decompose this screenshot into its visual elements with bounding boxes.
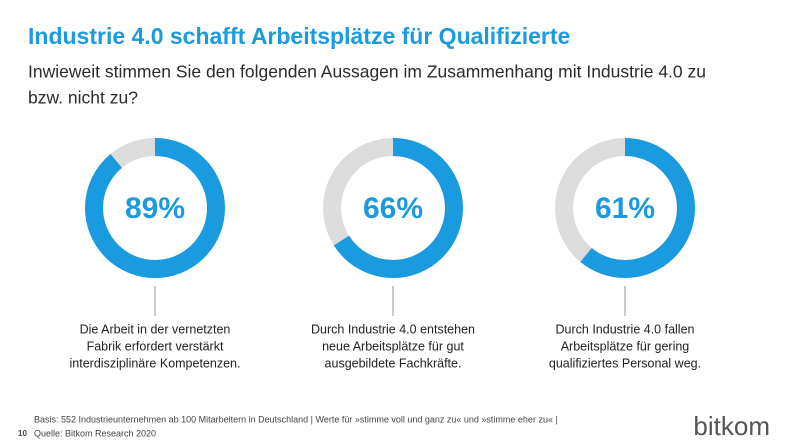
caption: Die Arbeit in der vernetzten	[80, 322, 231, 336]
caption: ausgebildete Fachkräfte.	[325, 356, 462, 370]
subtitle: Inwieweit stimmen Sie den folgenden Auss…	[28, 62, 706, 82]
subtitle: bzw. nicht zu?	[28, 88, 138, 108]
caption: interdisziplinäre Kompetenzen.	[70, 356, 241, 370]
caption: Arbeitsplätze für gering	[561, 339, 690, 353]
caption: Durch Industrie 4.0 fallen	[556, 322, 695, 336]
footnote: Basis: 552 Industrieunternehmen ab 100 M…	[34, 414, 558, 424]
caption: Fabrik erfordert verstärkt	[87, 339, 224, 353]
page-number: 10	[18, 429, 27, 438]
value-label: 61%	[595, 192, 655, 225]
title: Industrie 4.0 schafft Arbeitsplätze für …	[28, 23, 570, 49]
donut-arc	[555, 138, 695, 278]
value-label: 89%	[125, 192, 185, 225]
logo: bitkom	[693, 411, 770, 441]
caption: Durch Industrie 4.0 entstehen	[311, 322, 475, 336]
caption: neue Arbeitsplätze für gut	[322, 339, 464, 353]
donut-arc	[323, 138, 463, 278]
caption: qualifiziertes Personal weg.	[549, 356, 701, 370]
value-label: 66%	[363, 192, 423, 225]
source: Quelle: Bitkom Research 2020	[34, 428, 156, 438]
donut-arc	[85, 138, 225, 278]
